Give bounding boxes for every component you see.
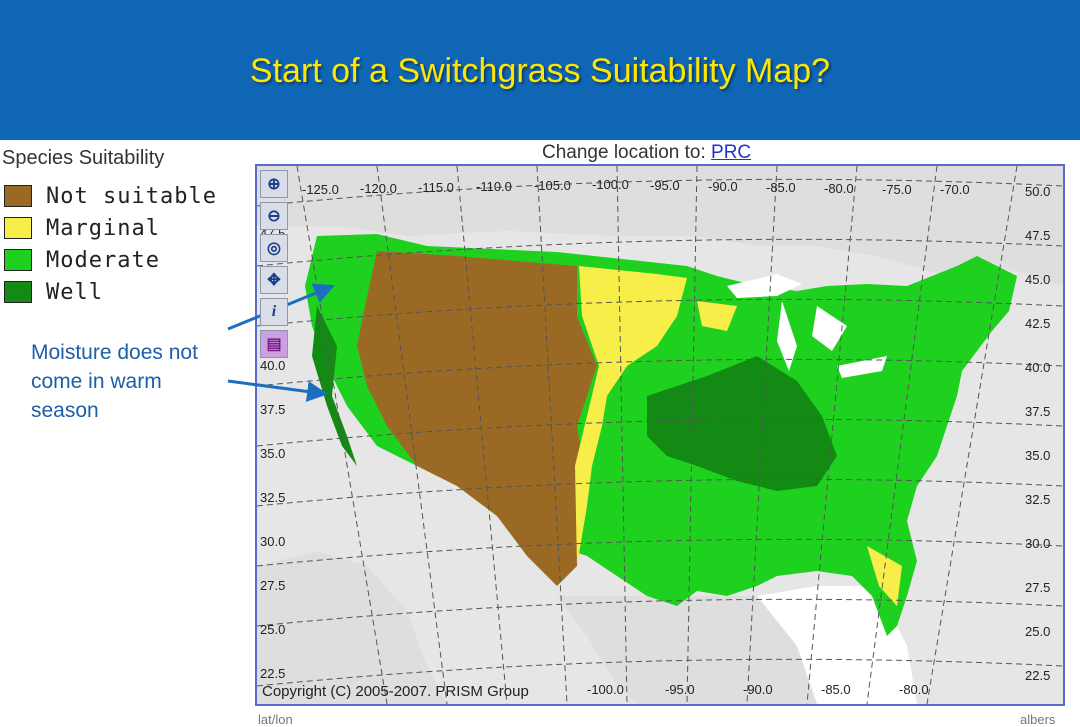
latitude-label: 42.5 xyxy=(1025,316,1050,331)
latitude-label: 32.5 xyxy=(1025,492,1050,507)
latitude-label: 45.0 xyxy=(1025,272,1050,287)
pan-icon[interactable]: ✥ xyxy=(260,266,288,294)
latitude-label: 27.5 xyxy=(260,578,285,593)
longitude-label: -80.0 xyxy=(899,682,929,697)
legend-item: Moderate xyxy=(4,247,160,273)
well-region-midwest xyxy=(647,356,837,491)
latitude-label: 32.5 xyxy=(260,490,285,505)
legend-swatch xyxy=(4,217,32,239)
latitude-label: 27.5 xyxy=(1025,580,1050,595)
legend-swatch xyxy=(4,185,32,207)
well-region-coast xyxy=(312,306,357,466)
canada-land xyxy=(257,166,1063,286)
info-icon[interactable]: i xyxy=(260,298,288,326)
page-title: Start of a Switchgrass Suitability Map? xyxy=(249,52,831,90)
latitude-label: 25.0 xyxy=(260,622,285,637)
longitude-label: -70.0 xyxy=(940,182,970,197)
longitude-label: -110.0 xyxy=(476,179,512,194)
suitability-map: -125.0 -120.0 -115.0 -110.0 -105.0 -100.0 -95.… xyxy=(257,166,1063,704)
legend-label: Not suitable xyxy=(46,183,217,209)
ocean-east xyxy=(757,286,1063,704)
longitude-label: -100.0 xyxy=(587,682,624,697)
map-frame[interactable]: -125.0 -120.0 -115.0 -110.0 -105.0 -100.0 -95.… xyxy=(255,164,1065,706)
longitude-label: -90.0 xyxy=(743,682,773,697)
latitude-label: 40.0 xyxy=(1025,360,1050,375)
longitude-label: -85.0 xyxy=(821,682,851,697)
latitude-label: 35.0 xyxy=(260,446,285,461)
latitude-label: 22.5 xyxy=(1025,668,1050,683)
longitude-label: -80.0 xyxy=(824,181,854,196)
latitude-label: 50.0 xyxy=(1025,184,1050,199)
change-location: Change location to: PRC xyxy=(542,142,751,164)
legend-swatch xyxy=(4,249,32,271)
latitude-label: 35.0 xyxy=(1025,448,1050,463)
graticule xyxy=(257,166,1063,704)
zoom-full-icon[interactable]: ◎ xyxy=(260,234,288,262)
annotation-text: Moisture does not come in warm season xyxy=(31,341,198,422)
lake-michigan xyxy=(777,301,797,371)
legend-book-icon[interactable]: ▤ xyxy=(260,330,288,358)
lake-erie xyxy=(837,356,887,378)
change-location-link[interactable]: PRC xyxy=(711,142,752,163)
longitude-label: -95.0 xyxy=(650,178,680,193)
longitude-label: -90.0 xyxy=(708,179,738,194)
lake-huron xyxy=(812,306,847,351)
lake-superior xyxy=(727,274,802,298)
change-location-label: Change location to: xyxy=(542,142,706,163)
baja-land xyxy=(257,551,447,704)
longitude-labels-top: -125.0 -120.0 -115.0 -110.0 -105.0 -100.0 -95.… xyxy=(302,177,970,197)
longitude-label: -100.0 xyxy=(592,177,629,192)
mexico-land xyxy=(557,596,817,704)
map-toolbar: ⊕ ⊖ ◎ ✥ i ▤ xyxy=(260,170,290,358)
latitude-label: 47.5 xyxy=(1025,228,1050,243)
copyright-text: Copyright (C) 2005-2007. PRISM Group xyxy=(262,683,529,700)
longitude-label: -120.0 xyxy=(360,181,397,196)
latitude-label: 22.5 xyxy=(260,666,285,681)
latitude-labels-right: 50.0 47.5 45.0 42.5 40.0 37.5 35.0 32.5 30.0 27.5… xyxy=(1025,184,1050,683)
zoom-in-icon[interactable]: ⊕ xyxy=(260,170,288,198)
arrow-lower xyxy=(227,379,329,402)
legend-swatch xyxy=(4,281,32,303)
latitude-label: 30.0 xyxy=(1025,536,1050,551)
legend-label: Well xyxy=(46,279,103,305)
latitude-label: 25.0 xyxy=(1025,624,1050,639)
longitude-label: -95.0 xyxy=(665,682,695,697)
legend-label: Marginal xyxy=(46,215,160,241)
zoom-out-icon[interactable]: ⊖ xyxy=(260,202,288,230)
latitude-label: 37.5 xyxy=(260,402,285,417)
longitude-label: -75.0 xyxy=(882,182,912,197)
marginal-region-florida xyxy=(867,546,902,606)
latitude-label: 40.0 xyxy=(260,358,285,373)
legend-title: Species Suitability xyxy=(2,147,165,169)
longitude-label: -105.0 xyxy=(534,178,571,193)
title-bar xyxy=(0,0,1080,140)
legend-item: Marginal xyxy=(4,215,160,241)
latitude-label: 37.5 xyxy=(1025,404,1050,419)
legend-item: Not suitable xyxy=(4,183,217,209)
legend-item: Well xyxy=(4,279,103,305)
longitude-label: -85.0 xyxy=(766,180,796,195)
marginal-region-north xyxy=(697,301,737,331)
not-suitable-region xyxy=(357,251,597,586)
longitude-label: -115.0 xyxy=(418,180,454,195)
longitude-labels-bottom: -100.0 -95.0 -90.0 -85.0 -80.0 xyxy=(587,682,929,697)
legend-label: Moderate xyxy=(46,247,160,273)
latitude-label: 30.0 xyxy=(260,534,285,549)
marginal-region-plains xyxy=(575,266,687,566)
longitude-label: -125.0 xyxy=(302,182,339,197)
